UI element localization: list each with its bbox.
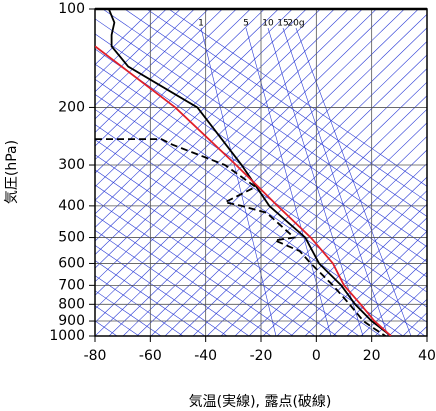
mixing-ratio-line: [245, 27, 332, 336]
isotherm: [262, 176, 427, 336]
isotherm: [95, 9, 405, 310]
isotherm: [192, 108, 427, 336]
y-tick-label: 400: [58, 198, 85, 214]
profile-line: [107, 9, 392, 336]
mixing-ratio-label: 20g: [287, 19, 304, 29]
isotherm: [276, 190, 427, 336]
isotherm: [164, 81, 427, 336]
isotherm: [108, 27, 427, 336]
dry-adiabat: [95, 33, 427, 263]
y-tick-label: 300: [58, 157, 85, 173]
isotherm: [318, 230, 427, 336]
dry-adiabat: [95, 18, 427, 248]
y-tick-label: 1000: [49, 328, 85, 344]
isotherm: [290, 203, 427, 336]
isotherm: [150, 68, 427, 336]
y-tick-label: 800: [58, 296, 85, 312]
dry-adiabat: [95, 260, 206, 336]
isotherm: [95, 9, 349, 256]
dry-adiabat: [95, 63, 427, 293]
x-tick-label: -60: [139, 348, 162, 364]
isotherm: [95, 9, 321, 228]
isotherm: [95, 9, 265, 174]
isotherm: [95, 9, 307, 215]
isotherm: [346, 258, 427, 336]
isotherm: [95, 9, 377, 283]
dry-adiabat: [95, 139, 382, 336]
mixing-ratio-line: [282, 27, 389, 336]
dry-adiabat: [102, 9, 427, 233]
isotherm: [95, 9, 391, 296]
dry-adiabat: [124, 9, 427, 217]
x-tick-label: 40: [418, 348, 436, 364]
isotherm: [95, 9, 237, 147]
dry-adiabat: [146, 9, 427, 202]
y-axis-label: 気圧(hPa): [4, 140, 20, 204]
isotherm: [178, 95, 427, 336]
x-tick-label: 0: [312, 348, 321, 364]
dry-adiabat: [168, 9, 427, 187]
y-tick-label: 900: [58, 313, 85, 329]
isotherm: [304, 217, 427, 336]
isotherm: [234, 149, 427, 336]
isotherm: [95, 9, 293, 201]
dry-adiabat: [95, 229, 250, 336]
isotherm: [122, 40, 427, 336]
x-tick-label: -40: [194, 348, 217, 364]
isotherm: [431, 0, 436, 336]
profile-line: [95, 138, 386, 336]
dry-adiabat: [95, 214, 272, 336]
isotherm: [206, 122, 427, 336]
dry-adiabat: [95, 199, 294, 336]
y-tick-label: 600: [58, 255, 85, 271]
dry-adiabat: [95, 169, 338, 336]
dry-adiabat: [95, 154, 360, 336]
mixing-ratio-label: 10: [262, 19, 274, 29]
dry-adiabat: [95, 93, 427, 323]
profiles: [95, 9, 392, 336]
y-tick-label: 500: [58, 230, 85, 246]
dry-adiabat: [95, 245, 228, 336]
y-tick-label: 700: [58, 277, 85, 293]
dry-adiabat: [95, 275, 184, 336]
isotherm: [95, 9, 419, 323]
y-tick-label: 100: [58, 1, 85, 17]
grid: [89, 7, 428, 342]
isotherm: [248, 163, 427, 336]
mixing-ratio-line: [200, 27, 277, 336]
y-tick-label: 200: [58, 99, 85, 115]
dry-adiabat: [95, 184, 316, 336]
x-tick-label: 20: [363, 348, 381, 364]
mixing-ratio-label: 5: [243, 19, 249, 29]
dry-adiabat: [95, 78, 427, 308]
x-tick-label: -80: [84, 348, 107, 364]
isotherm: [220, 135, 427, 336]
isotherm: [95, 9, 335, 242]
dry-adiabat: [95, 109, 426, 336]
mixing-ratio-line: [267, 27, 364, 336]
x-tick-label: -20: [250, 348, 273, 364]
profile-line: [95, 45, 392, 336]
isotherm: [136, 54, 427, 336]
x-axis-label: 気温(実線), 露点(破線): [189, 394, 332, 410]
isotherm: [95, 9, 251, 161]
mixing-ratio-label: 1: [198, 19, 204, 29]
isotherm: [332, 244, 427, 336]
mixing-ratio-label: 15: [277, 19, 288, 29]
isotherm: [95, 9, 363, 269]
mixing-ratio-line: [295, 27, 412, 336]
